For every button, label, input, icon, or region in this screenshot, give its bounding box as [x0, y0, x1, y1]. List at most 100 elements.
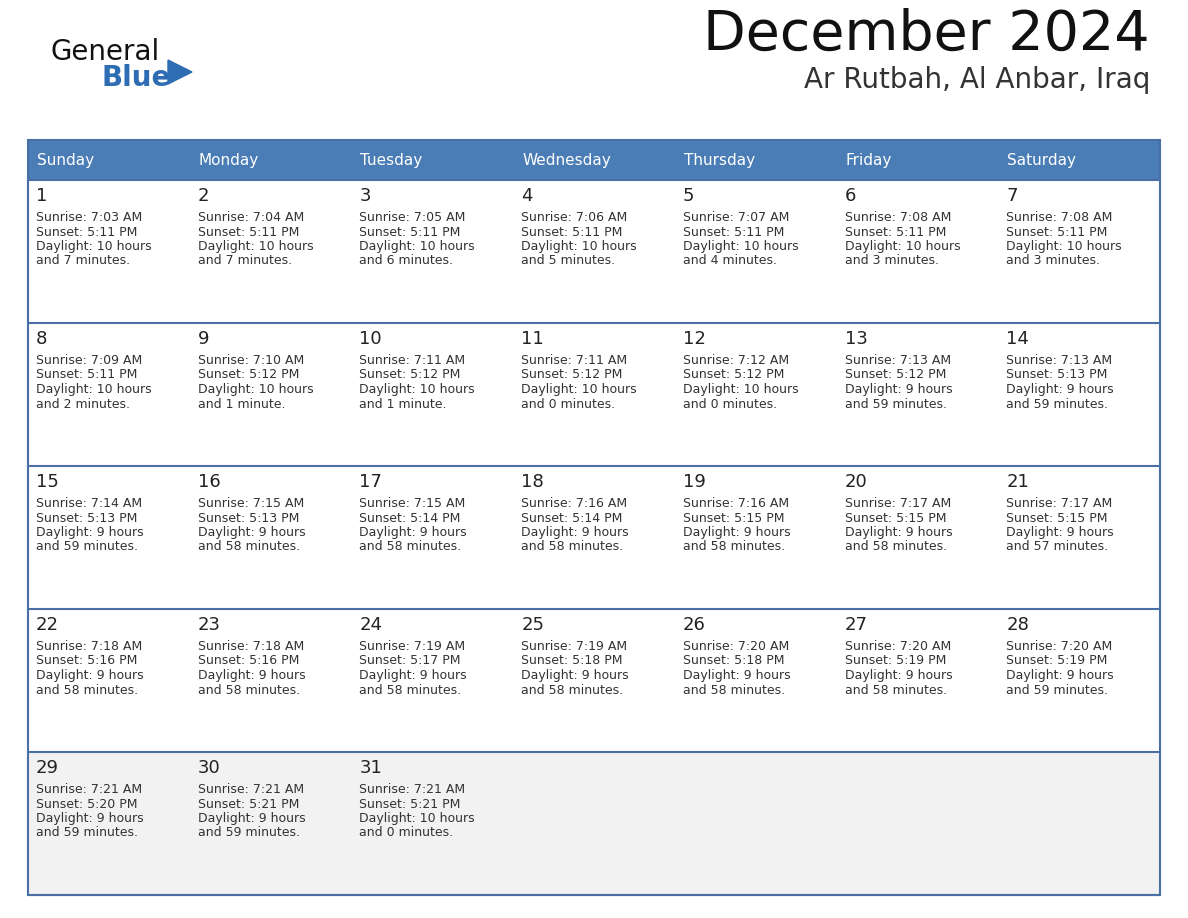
Text: 26: 26 — [683, 616, 706, 634]
Text: Sunrise: 7:03 AM: Sunrise: 7:03 AM — [36, 211, 143, 224]
Text: Daylight: 9 hours: Daylight: 9 hours — [522, 669, 628, 682]
Text: Daylight: 9 hours: Daylight: 9 hours — [845, 383, 953, 396]
Text: Sunrise: 7:11 AM: Sunrise: 7:11 AM — [522, 354, 627, 367]
Bar — [29, 140, 190, 180]
Text: and 6 minutes.: and 6 minutes. — [360, 254, 454, 267]
Text: Sunrise: 7:09 AM: Sunrise: 7:09 AM — [36, 354, 143, 367]
Text: Sunset: 5:11 PM: Sunset: 5:11 PM — [36, 368, 138, 382]
Text: and 59 minutes.: and 59 minutes. — [1006, 684, 1108, 697]
Text: Sunset: 5:15 PM: Sunset: 5:15 PM — [683, 511, 784, 524]
Text: and 59 minutes.: and 59 minutes. — [845, 397, 947, 410]
Text: Saturday: Saturday — [1007, 152, 1076, 167]
Text: Daylight: 9 hours: Daylight: 9 hours — [197, 812, 305, 825]
Text: Sunrise: 7:20 AM: Sunrise: 7:20 AM — [1006, 640, 1112, 653]
Bar — [675, 140, 836, 180]
Text: Sunset: 5:14 PM: Sunset: 5:14 PM — [522, 511, 623, 524]
Text: Sunrise: 7:21 AM: Sunrise: 7:21 AM — [197, 783, 304, 796]
Text: and 59 minutes.: and 59 minutes. — [36, 541, 138, 554]
Text: Blue: Blue — [102, 64, 171, 92]
Text: 5: 5 — [683, 187, 694, 205]
Text: 9: 9 — [197, 330, 209, 348]
Text: Sunset: 5:11 PM: Sunset: 5:11 PM — [683, 226, 784, 239]
Text: and 58 minutes.: and 58 minutes. — [683, 684, 785, 697]
Text: Daylight: 9 hours: Daylight: 9 hours — [36, 669, 144, 682]
Text: Daylight: 9 hours: Daylight: 9 hours — [360, 526, 467, 539]
Text: Daylight: 10 hours: Daylight: 10 hours — [1006, 240, 1121, 253]
Text: Sunset: 5:18 PM: Sunset: 5:18 PM — [683, 655, 784, 667]
Text: and 58 minutes.: and 58 minutes. — [683, 541, 785, 554]
Text: Daylight: 10 hours: Daylight: 10 hours — [683, 240, 798, 253]
Text: Sunset: 5:18 PM: Sunset: 5:18 PM — [522, 655, 623, 667]
Text: and 58 minutes.: and 58 minutes. — [197, 684, 299, 697]
Text: Sunset: 5:11 PM: Sunset: 5:11 PM — [360, 226, 461, 239]
Text: Daylight: 10 hours: Daylight: 10 hours — [522, 240, 637, 253]
Bar — [29, 140, 1159, 895]
Text: Sunrise: 7:16 AM: Sunrise: 7:16 AM — [522, 497, 627, 510]
Text: 13: 13 — [845, 330, 867, 348]
Text: Daylight: 10 hours: Daylight: 10 hours — [36, 383, 152, 396]
Text: Sunset: 5:11 PM: Sunset: 5:11 PM — [36, 226, 138, 239]
Text: Daylight: 9 hours: Daylight: 9 hours — [360, 669, 467, 682]
Text: Sunrise: 7:13 AM: Sunrise: 7:13 AM — [845, 354, 950, 367]
Text: and 4 minutes.: and 4 minutes. — [683, 254, 777, 267]
Text: Sunset: 5:17 PM: Sunset: 5:17 PM — [360, 655, 461, 667]
Text: 25: 25 — [522, 616, 544, 634]
Text: Sunset: 5:20 PM: Sunset: 5:20 PM — [36, 798, 138, 811]
Text: Sunset: 5:12 PM: Sunset: 5:12 PM — [683, 368, 784, 382]
Text: General: General — [50, 38, 159, 66]
Text: 31: 31 — [360, 759, 383, 777]
Text: 23: 23 — [197, 616, 221, 634]
Text: Sunset: 5:14 PM: Sunset: 5:14 PM — [360, 511, 461, 524]
Text: Daylight: 9 hours: Daylight: 9 hours — [845, 526, 953, 539]
Text: Sunrise: 7:04 AM: Sunrise: 7:04 AM — [197, 211, 304, 224]
Text: Ar Rutbah, Al Anbar, Iraq: Ar Rutbah, Al Anbar, Iraq — [803, 66, 1150, 94]
Text: Sunrise: 7:14 AM: Sunrise: 7:14 AM — [36, 497, 143, 510]
Text: 11: 11 — [522, 330, 544, 348]
Text: Sunrise: 7:15 AM: Sunrise: 7:15 AM — [197, 497, 304, 510]
Text: Sunset: 5:11 PM: Sunset: 5:11 PM — [197, 226, 299, 239]
Text: 21: 21 — [1006, 473, 1029, 491]
Bar — [998, 140, 1159, 180]
Text: Sunrise: 7:18 AM: Sunrise: 7:18 AM — [36, 640, 143, 653]
Text: Daylight: 9 hours: Daylight: 9 hours — [36, 526, 144, 539]
Text: Sunrise: 7:15 AM: Sunrise: 7:15 AM — [360, 497, 466, 510]
Text: Daylight: 10 hours: Daylight: 10 hours — [197, 383, 314, 396]
Text: 18: 18 — [522, 473, 544, 491]
Text: Daylight: 10 hours: Daylight: 10 hours — [683, 383, 798, 396]
Text: Sunset: 5:11 PM: Sunset: 5:11 PM — [522, 226, 623, 239]
Text: Sunset: 5:11 PM: Sunset: 5:11 PM — [1006, 226, 1107, 239]
Text: 15: 15 — [36, 473, 59, 491]
Text: 12: 12 — [683, 330, 706, 348]
Text: Tuesday: Tuesday — [360, 152, 423, 167]
Text: 7: 7 — [1006, 187, 1018, 205]
Text: Sunset: 5:12 PM: Sunset: 5:12 PM — [522, 368, 623, 382]
Text: Sunrise: 7:05 AM: Sunrise: 7:05 AM — [360, 211, 466, 224]
Text: and 58 minutes.: and 58 minutes. — [360, 541, 462, 554]
Text: 22: 22 — [36, 616, 59, 634]
Text: Daylight: 10 hours: Daylight: 10 hours — [360, 240, 475, 253]
Text: Daylight: 10 hours: Daylight: 10 hours — [36, 240, 152, 253]
Text: and 3 minutes.: and 3 minutes. — [845, 254, 939, 267]
Text: Daylight: 10 hours: Daylight: 10 hours — [360, 812, 475, 825]
Text: Sunset: 5:19 PM: Sunset: 5:19 PM — [845, 655, 946, 667]
Text: Sunset: 5:19 PM: Sunset: 5:19 PM — [1006, 655, 1107, 667]
Text: Sunrise: 7:16 AM: Sunrise: 7:16 AM — [683, 497, 789, 510]
Text: Sunrise: 7:12 AM: Sunrise: 7:12 AM — [683, 354, 789, 367]
Text: and 59 minutes.: and 59 minutes. — [36, 826, 138, 839]
Text: Sunrise: 7:08 AM: Sunrise: 7:08 AM — [845, 211, 950, 224]
Text: Daylight: 9 hours: Daylight: 9 hours — [683, 669, 790, 682]
Text: 30: 30 — [197, 759, 221, 777]
Text: Daylight: 9 hours: Daylight: 9 hours — [845, 669, 953, 682]
Text: Sunset: 5:15 PM: Sunset: 5:15 PM — [1006, 511, 1107, 524]
Text: and 2 minutes.: and 2 minutes. — [36, 397, 129, 410]
Text: and 0 minutes.: and 0 minutes. — [683, 397, 777, 410]
Text: Sunrise: 7:13 AM: Sunrise: 7:13 AM — [1006, 354, 1112, 367]
Text: 19: 19 — [683, 473, 706, 491]
Text: 29: 29 — [36, 759, 59, 777]
Text: Sunset: 5:13 PM: Sunset: 5:13 PM — [36, 511, 138, 524]
Text: Sunset: 5:16 PM: Sunset: 5:16 PM — [197, 655, 299, 667]
Text: 10: 10 — [360, 330, 383, 348]
Text: 24: 24 — [360, 616, 383, 634]
Text: Wednesday: Wednesday — [523, 152, 611, 167]
Text: and 58 minutes.: and 58 minutes. — [522, 684, 624, 697]
